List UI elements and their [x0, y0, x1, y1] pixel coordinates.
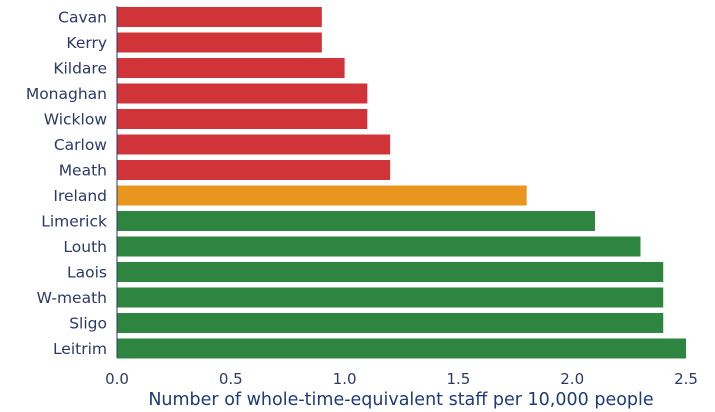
x-tick-label: 0.5: [219, 370, 243, 388]
category-label-cavan: Cavan: [58, 9, 107, 27]
x-axis-title: Number of whole-time-equivalent staff pe…: [148, 390, 653, 410]
category-label-limerick: Limerick: [41, 213, 107, 231]
x-tick-label: 0.0: [105, 370, 129, 388]
bars-layer: [117, 7, 686, 359]
bar-limerick: [117, 211, 595, 231]
category-label-leitrim: Leitrim: [53, 340, 107, 358]
x-tick-label: 2.0: [560, 370, 584, 388]
bar-carlow: [117, 134, 391, 155]
x-tick-label: 1.5: [446, 370, 470, 388]
x-tick-labels: 0.0 0.5 1.0 1.5 2.0 2.5: [105, 370, 698, 388]
category-label-kildare: Kildare: [53, 60, 107, 78]
category-label-sligo: Sligo: [69, 315, 107, 333]
x-tick-label: 1.0: [333, 370, 357, 388]
x-tick-label: 2.5: [674, 370, 698, 388]
bar-laois: [117, 262, 664, 282]
category-label-carlow: Carlow: [54, 136, 107, 154]
category-label-w-meath: W-meath: [37, 289, 107, 307]
category-label-laois: Laois: [67, 264, 107, 282]
bar-kerry: [117, 32, 322, 53]
bar-w-meath: [117, 287, 664, 308]
category-label-monaghan: Monaghan: [26, 85, 107, 103]
bar-meath: [117, 160, 391, 180]
category-label-wicklow: Wicklow: [44, 111, 108, 129]
bar-sligo: [117, 313, 664, 333]
bar-cavan: [117, 7, 322, 27]
category-label-ireland: Ireland: [53, 187, 107, 205]
category-labels: Cavan Kerry Kildare Monaghan Wicklow Carlow Me…: [26, 9, 107, 359]
category-label-meath: Meath: [59, 162, 107, 180]
bar-ireland: [117, 185, 527, 206]
bar-monaghan: [117, 83, 368, 104]
bar-leitrim: [117, 338, 686, 359]
bar-kildare: [117, 58, 345, 78]
bar-louth: [117, 236, 641, 257]
category-label-louth: Louth: [63, 238, 107, 256]
bar-wicklow: [117, 109, 368, 129]
category-label-kerry: Kerry: [66, 34, 107, 52]
